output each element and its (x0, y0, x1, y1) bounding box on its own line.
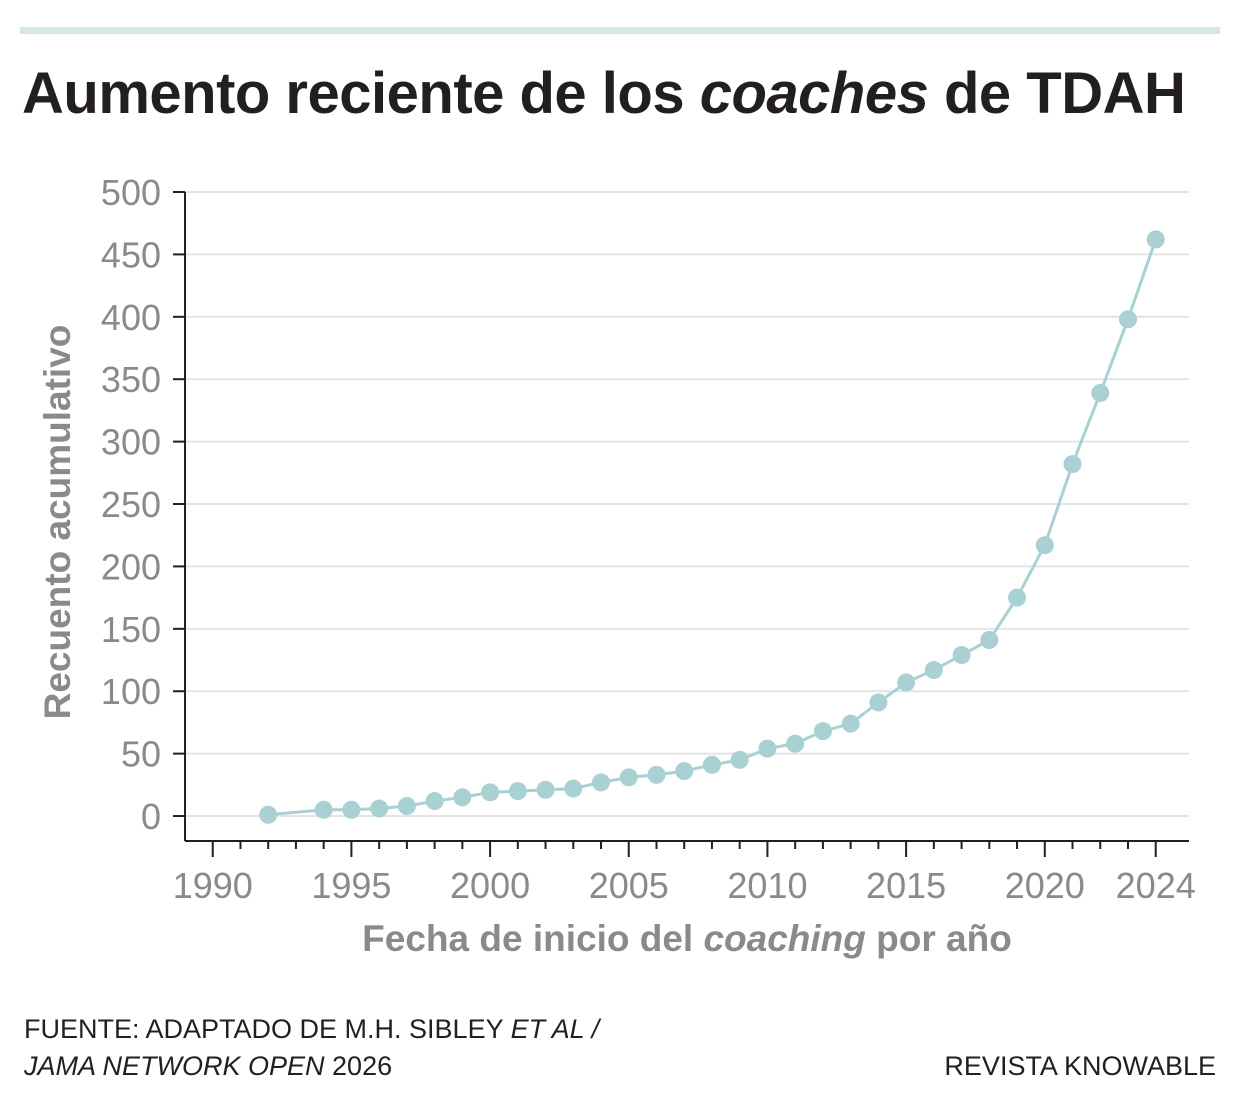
data-point-2005 (619, 768, 638, 787)
data-point-2002 (536, 780, 555, 799)
title-part-1: Aumento reciente de los (22, 61, 700, 126)
data-point-2014 (869, 693, 888, 712)
y-tick-label-450: 450 (101, 234, 161, 275)
source-year: 2026 (324, 1051, 393, 1081)
line-chart: 0 50 100 150 200 250 300 350 400 450 500 1990 1995 20… (37, 172, 1196, 959)
data-point-2016 (924, 661, 943, 680)
x-tick-label-1990: 1990 (173, 865, 253, 906)
x-axis-label-part-2: por año (866, 918, 1012, 959)
y-tick-label-0: 0 (141, 796, 161, 837)
y-tick-label-50: 50 (121, 734, 161, 775)
y-tick-label-400: 400 (101, 297, 161, 338)
y-tick-label-200: 200 (101, 546, 161, 587)
y-tick-label-150: 150 (101, 609, 161, 650)
x-axis-label: Fecha de inicio del coaching por año (362, 918, 1012, 959)
data-point-2019 (1008, 588, 1027, 607)
x-tick-label-2024: 2024 (1116, 865, 1196, 906)
y-tick-label-300: 300 (101, 422, 161, 463)
source-et-al: ET AL / (510, 1014, 600, 1044)
data-point-1996 (370, 799, 389, 818)
tick-labels: 0 50 100 150 200 250 300 350 400 450 500 1990 1995 20… (101, 172, 1196, 906)
data-point-2023 (1118, 310, 1137, 329)
data-point-2007 (675, 762, 694, 781)
top-rule (20, 27, 1220, 34)
data-point-1998 (425, 792, 444, 811)
x-axis-label-part-1: Fecha de inicio del (362, 918, 703, 959)
data-point-2004 (592, 773, 611, 792)
data-point-1995 (342, 800, 361, 819)
data-point-1997 (397, 797, 416, 816)
data-series (259, 230, 1165, 824)
data-point-2000 (481, 783, 500, 802)
data-point-2008 (702, 755, 721, 774)
x-tick-label-1995: 1995 (311, 865, 391, 906)
data-point-1994 (314, 800, 333, 819)
source-note: FUENTE: ADAPTADO DE M.H. SIBLEY ET AL / … (24, 1011, 599, 1085)
y-axis-label: Recuento acumulativo (37, 325, 78, 720)
title-part-2: de TDAH (928, 61, 1186, 126)
data-point-2015 (897, 673, 916, 692)
source-line-1: FUENTE: ADAPTADO DE M.H. SIBLEY ET AL / (24, 1011, 599, 1048)
data-point-2003 (564, 779, 583, 798)
credit: REVISTA KNOWABLE (944, 1051, 1216, 1081)
x-tick-label-2020: 2020 (1005, 865, 1085, 906)
data-point-2012 (813, 722, 832, 741)
data-point-2021 (1063, 455, 1082, 474)
data-point-2013 (841, 714, 860, 733)
data-point-2010 (758, 739, 777, 758)
y-tick-label-250: 250 (101, 484, 161, 525)
y-tick-label-500: 500 (101, 172, 161, 213)
grid-lines (185, 191, 1189, 818)
data-point-2024 (1146, 230, 1165, 249)
x-axis-label-italic: coaching (703, 918, 865, 959)
chart-title: Aumento reciente de los coaches de TDAH (22, 61, 1186, 126)
data-point-1992 (259, 805, 278, 824)
x-tick-label-2000: 2000 (450, 865, 530, 906)
data-point-2022 (1091, 383, 1110, 402)
x-tick-label-2010: 2010 (727, 865, 807, 906)
x-tick-label-2015: 2015 (866, 865, 946, 906)
data-point-2001 (508, 782, 527, 801)
data-point-2017 (952, 646, 971, 665)
y-tick-label-350: 350 (101, 359, 161, 400)
data-point-1999 (453, 788, 472, 807)
data-point-2018 (980, 631, 999, 650)
axes (173, 191, 1189, 857)
data-point-2006 (647, 765, 666, 784)
y-tick-label-100: 100 (101, 671, 161, 712)
source-text: FUENTE: ADAPTADO DE M.H. SIBLEY (24, 1014, 511, 1044)
data-point-2020 (1035, 536, 1054, 555)
data-point-2011 (786, 734, 805, 753)
series-line-0 (268, 238, 1158, 817)
source-line-2: JAMA NETWORK OPEN 2026 (24, 1048, 599, 1085)
source-journal: JAMA NETWORK OPEN (24, 1051, 325, 1081)
x-tick-label-2005: 2005 (589, 865, 669, 906)
title-italic-word: coaches (699, 61, 929, 126)
data-point-2009 (730, 750, 749, 769)
